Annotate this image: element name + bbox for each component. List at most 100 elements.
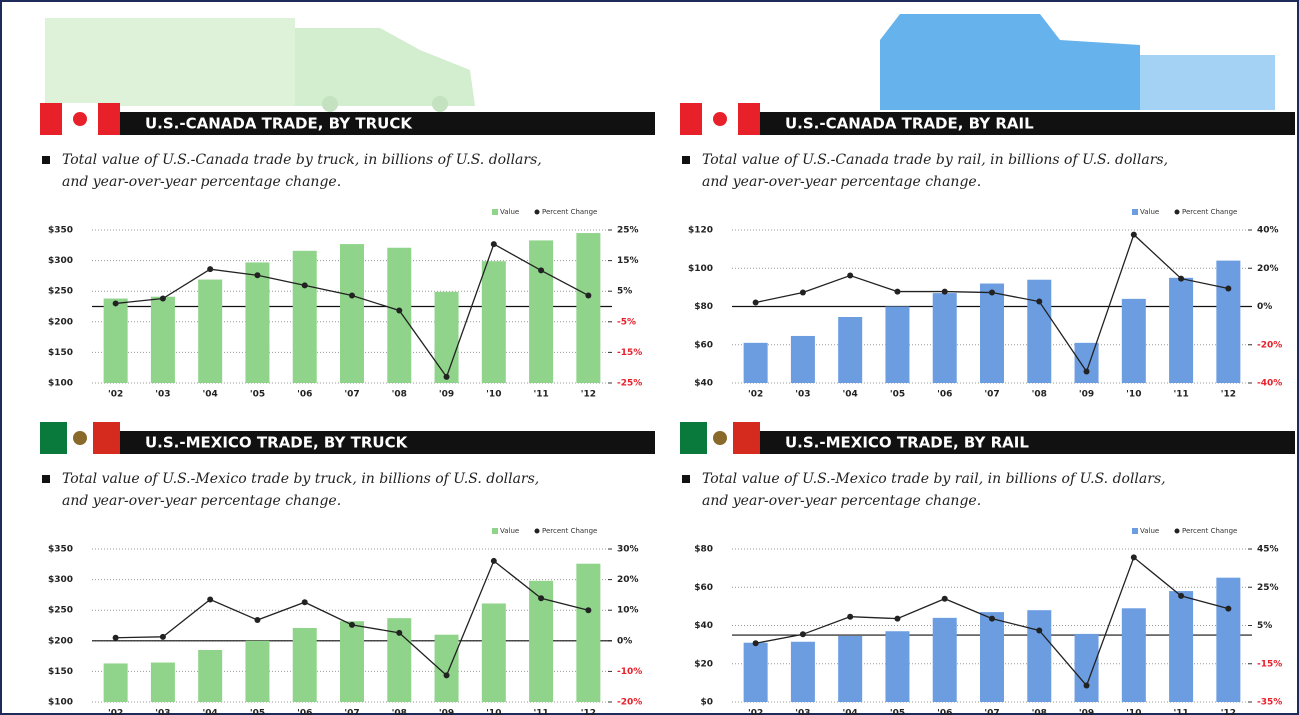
x-tick-label: '12 (1221, 390, 1236, 400)
subtitle: and year-over-year percentage change. (702, 174, 981, 190)
line-point (159, 633, 166, 640)
y-tick-label: $40 (694, 379, 713, 389)
x-tick-label: '02 (748, 709, 763, 715)
x-tick-label: '03 (795, 709, 810, 715)
bar (1121, 298, 1146, 383)
y2-tick-label: 0% (1257, 302, 1272, 312)
bar (1074, 633, 1099, 702)
bar (292, 250, 317, 383)
legend-label: Percent Change (1182, 527, 1237, 535)
line-point (1130, 231, 1137, 238)
line-point (1178, 592, 1185, 599)
y-tick-label: $40 (694, 621, 713, 631)
line-point (207, 596, 214, 603)
x-tick-label: '09 (1079, 390, 1094, 400)
legend-swatch (1132, 209, 1138, 215)
x-tick-label: '11 (533, 709, 548, 715)
x-tick-label: '10 (486, 709, 501, 715)
x-tick-label: '06 (937, 390, 952, 400)
y-tick-label: $350 (48, 226, 73, 236)
subtitle: Total value of U.S.-Mexico trade by rail… (702, 471, 1166, 487)
x-tick-label: '03 (795, 390, 810, 400)
train-illustration (880, 14, 1275, 110)
line-point (207, 266, 214, 273)
bar (932, 617, 957, 702)
legend-swatch (492, 528, 498, 534)
bar (743, 642, 768, 702)
legend-label: Percent Change (1182, 208, 1237, 216)
y-tick-label: $120 (688, 226, 713, 236)
y-tick-label: $300 (48, 256, 73, 266)
bar (1121, 608, 1146, 702)
bar (150, 296, 175, 383)
x-tick-label: '04 (203, 709, 218, 715)
bar (1027, 279, 1052, 383)
line-point (752, 640, 759, 647)
line-point (443, 672, 450, 679)
y2-tick-label: -5% (617, 317, 636, 327)
panel-title: U.S.-CANADA TRADE, BY RAIL (785, 115, 1034, 133)
flag-emblem (73, 112, 87, 126)
bar (150, 662, 175, 702)
title-bar (120, 112, 655, 135)
legend-swatch (534, 528, 540, 534)
truck-illustration (45, 18, 475, 112)
x-tick-label: '02 (748, 390, 763, 400)
line-point (1083, 682, 1090, 689)
x-tick-label: '11 (533, 390, 548, 400)
y-tick-label: $150 (48, 667, 73, 677)
subtitle: Total value of U.S.-Canada trade by truc… (62, 152, 542, 168)
x-tick-label: '03 (155, 709, 170, 715)
line-point (349, 621, 355, 628)
y2-tick-label: -15% (617, 348, 642, 358)
y-tick-label: $200 (48, 317, 73, 327)
y-tick-label: $150 (48, 348, 73, 358)
line-point (989, 615, 995, 622)
x-tick-label: '08 (392, 390, 407, 400)
legend-label: Value (1140, 208, 1159, 216)
y-tick-label: $100 (48, 698, 73, 708)
x-tick-label: '11 (1173, 390, 1188, 400)
line-point (490, 241, 497, 248)
line-point (941, 595, 948, 602)
y2-tick-label: 25% (1257, 583, 1279, 593)
subtitle: and year-over-year percentage change. (62, 174, 341, 190)
y2-tick-label: 10% (617, 606, 639, 616)
y2-tick-label: 40% (1257, 226, 1279, 236)
x-tick-label: '09 (1079, 709, 1094, 715)
legend-label: Percent Change (542, 527, 597, 535)
y-tick-label: $80 (694, 545, 713, 555)
x-tick-label: '07 (984, 709, 999, 715)
bar (1169, 277, 1194, 383)
legend-label: Percent Change (542, 208, 597, 216)
line-point (443, 373, 450, 380)
line-point (941, 288, 948, 295)
line-point (989, 289, 995, 296)
bar (340, 621, 364, 702)
x-tick-label: '05 (890, 709, 905, 715)
legend-label: Value (1140, 527, 1159, 535)
flag-stripe (40, 422, 67, 454)
bar (340, 244, 364, 383)
line-point (112, 634, 119, 641)
y2-tick-label: -15% (1257, 659, 1282, 669)
line-point (254, 272, 261, 279)
title-bar (120, 431, 655, 454)
line-point (847, 613, 854, 620)
x-tick-label: '07 (984, 390, 999, 400)
y-tick-label: $0 (700, 698, 713, 708)
line-point (349, 292, 355, 299)
y-tick-label: $200 (48, 636, 73, 646)
bar (1169, 591, 1194, 702)
y2-tick-label: -40% (1257, 379, 1282, 389)
subtitle: and year-over-year percentage change. (702, 493, 981, 509)
bar (790, 641, 815, 702)
legend-swatch (492, 209, 498, 215)
y2-tick-label: 5% (1257, 621, 1272, 631)
x-tick-label: '06 (297, 390, 312, 400)
y-tick-label: $300 (48, 575, 73, 585)
bullet (42, 475, 50, 483)
x-tick-label: '04 (203, 390, 218, 400)
line-point (538, 595, 545, 602)
x-tick-label: '05 (890, 390, 905, 400)
